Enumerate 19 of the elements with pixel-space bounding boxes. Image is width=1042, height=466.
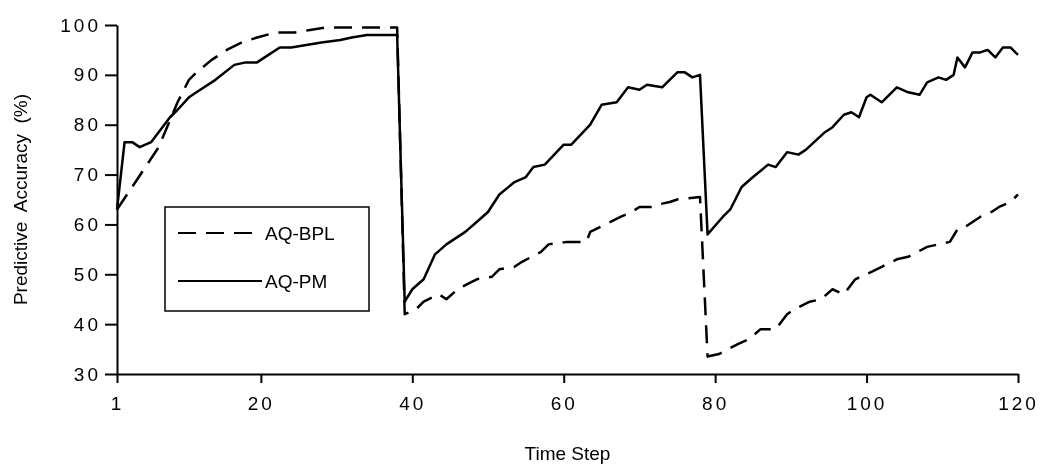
y-tick-label: 80	[73, 114, 101, 136]
y-tick-label: 30	[73, 363, 101, 385]
y-tick-label: 90	[73, 64, 101, 86]
y-tick-label: 70	[73, 164, 101, 186]
x-tick-label: 40	[399, 392, 427, 414]
x-tick-label: 60	[550, 392, 578, 414]
legend-label: AQ-BPL	[265, 223, 335, 244]
y-tick-label: 60	[73, 214, 101, 236]
legend-label: AQ-PM	[265, 271, 328, 292]
y-tick-label: 50	[73, 263, 101, 285]
x-axis-title: Time Step	[524, 443, 611, 464]
y-tick-label: 40	[73, 313, 101, 335]
x-tick-label: 80	[702, 392, 730, 414]
x-tick-label: 20	[247, 392, 275, 414]
x-tick-label: 1	[110, 392, 125, 414]
y-tick-label: 100	[60, 14, 101, 36]
x-tick-label: 100	[846, 392, 888, 414]
x-tick-label: 120	[998, 392, 1039, 414]
y-axis-title: Predictive Accuracy (%)	[10, 93, 31, 306]
